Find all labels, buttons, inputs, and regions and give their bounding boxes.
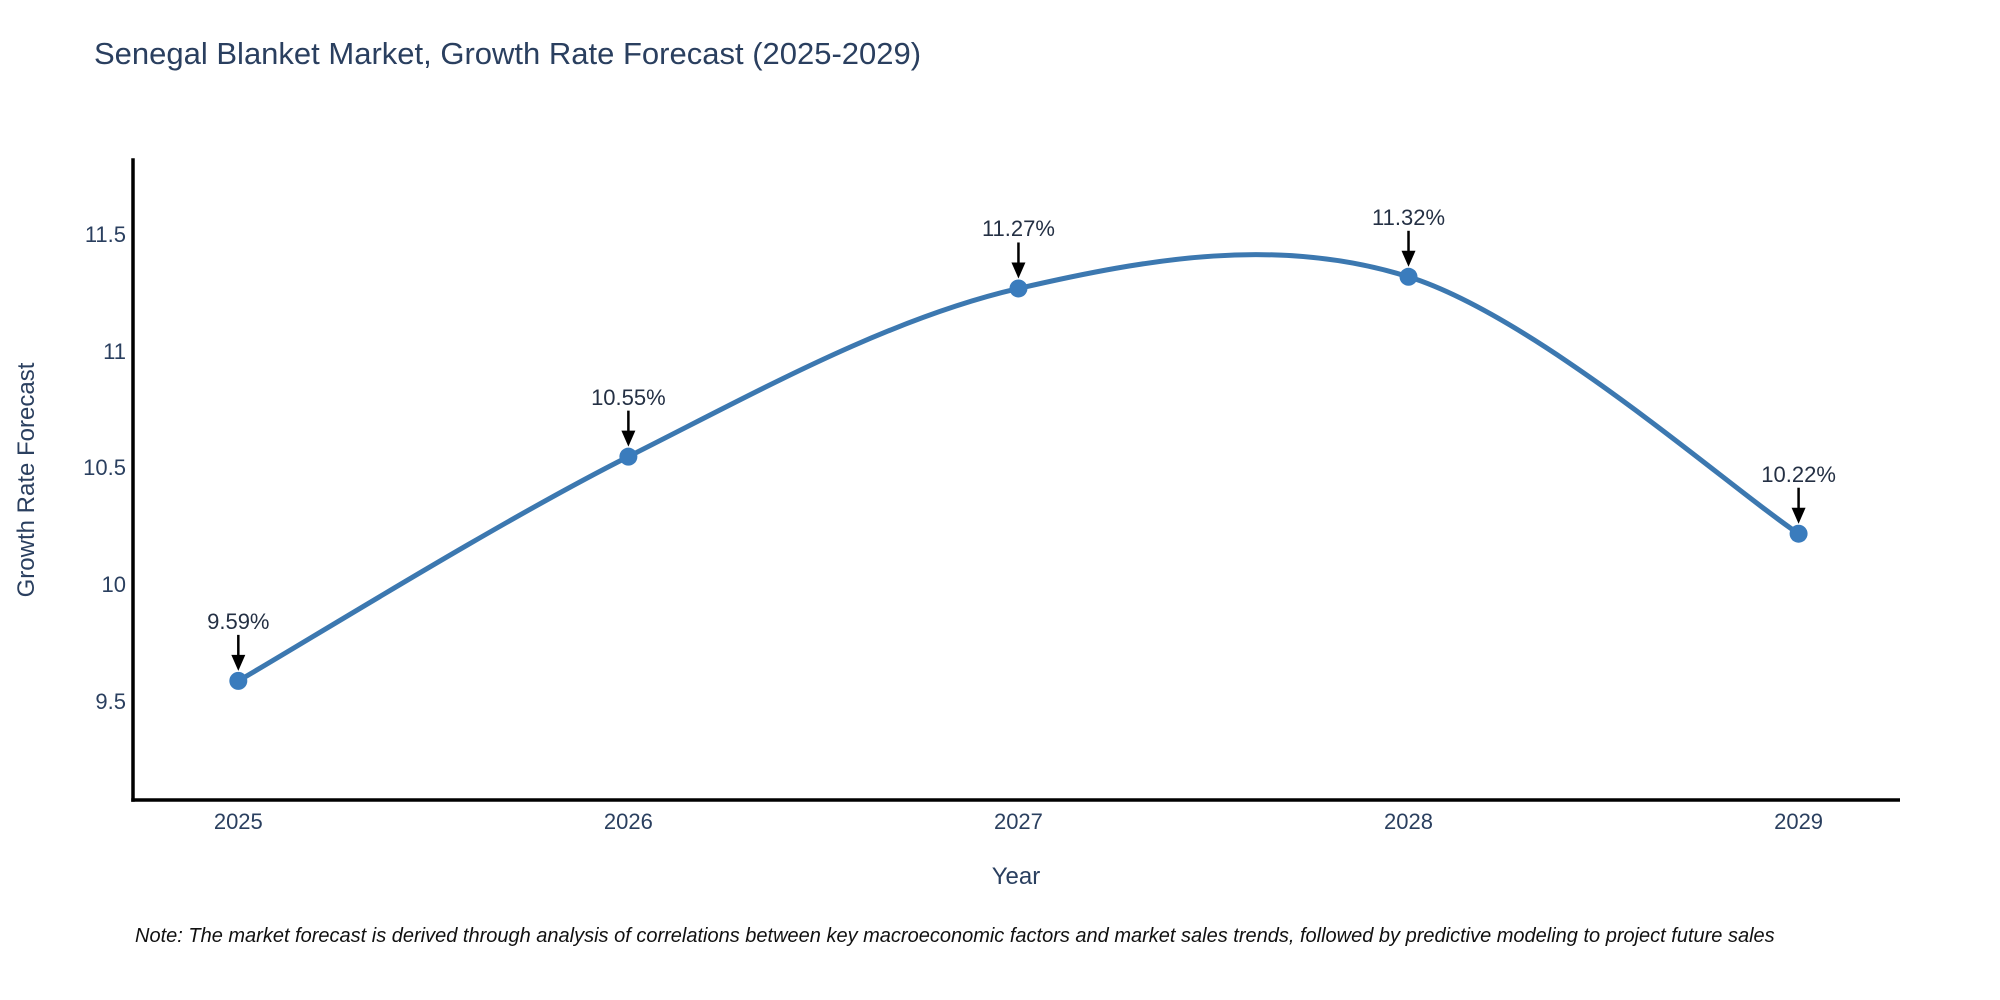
x-tick-2026: 2026 <box>603 809 653 834</box>
y-tick-11.5: 11.5 <box>84 221 126 247</box>
annotation-2027: 11.27% <box>981 216 1055 242</box>
annotation-arrowhead-2026 <box>621 430 636 447</box>
y-tick-10: 10 <box>101 572 126 598</box>
data-point-2027 <box>1009 279 1028 298</box>
annotation-2025: 9.59% <box>207 608 270 634</box>
data-point-2028 <box>1399 267 1418 286</box>
x-tick-2028: 2028 <box>1384 809 1433 834</box>
data-point-2026 <box>619 447 638 466</box>
annotation-arrowhead-2029 <box>1791 507 1806 524</box>
x-tick-2025: 2025 <box>213 809 263 834</box>
annotation-2028: 11.32% <box>1372 204 1446 230</box>
chart-title: Senegal Blanket Market, Growth Rate Fore… <box>94 36 922 71</box>
data-point-2029 <box>1789 524 1808 543</box>
y-tick-9.5: 9.5 <box>95 688 126 714</box>
y-tick-11: 11 <box>103 338 126 364</box>
annotation-arrowhead-2027 <box>1011 262 1026 279</box>
data-point-2025 <box>229 671 248 690</box>
annotation-arrowhead-2028 <box>1401 250 1416 267</box>
y-tick-10.5: 10.5 <box>83 455 126 481</box>
annotation-arrowhead-2025 <box>231 654 246 671</box>
x-axis-title: Year <box>991 863 1041 890</box>
annotation-2029: 10.22% <box>1761 461 1836 487</box>
x-tick-2027: 2027 <box>993 809 1043 834</box>
y-axis-title: Growth Rate Forecast <box>13 362 40 598</box>
forecast-line <box>235 252 1802 684</box>
x-tick-2029: 2029 <box>1774 809 1824 834</box>
annotation-2026: 10.55% <box>591 384 666 410</box>
footnote: Note: The market forecast is derived thr… <box>135 925 1775 947</box>
